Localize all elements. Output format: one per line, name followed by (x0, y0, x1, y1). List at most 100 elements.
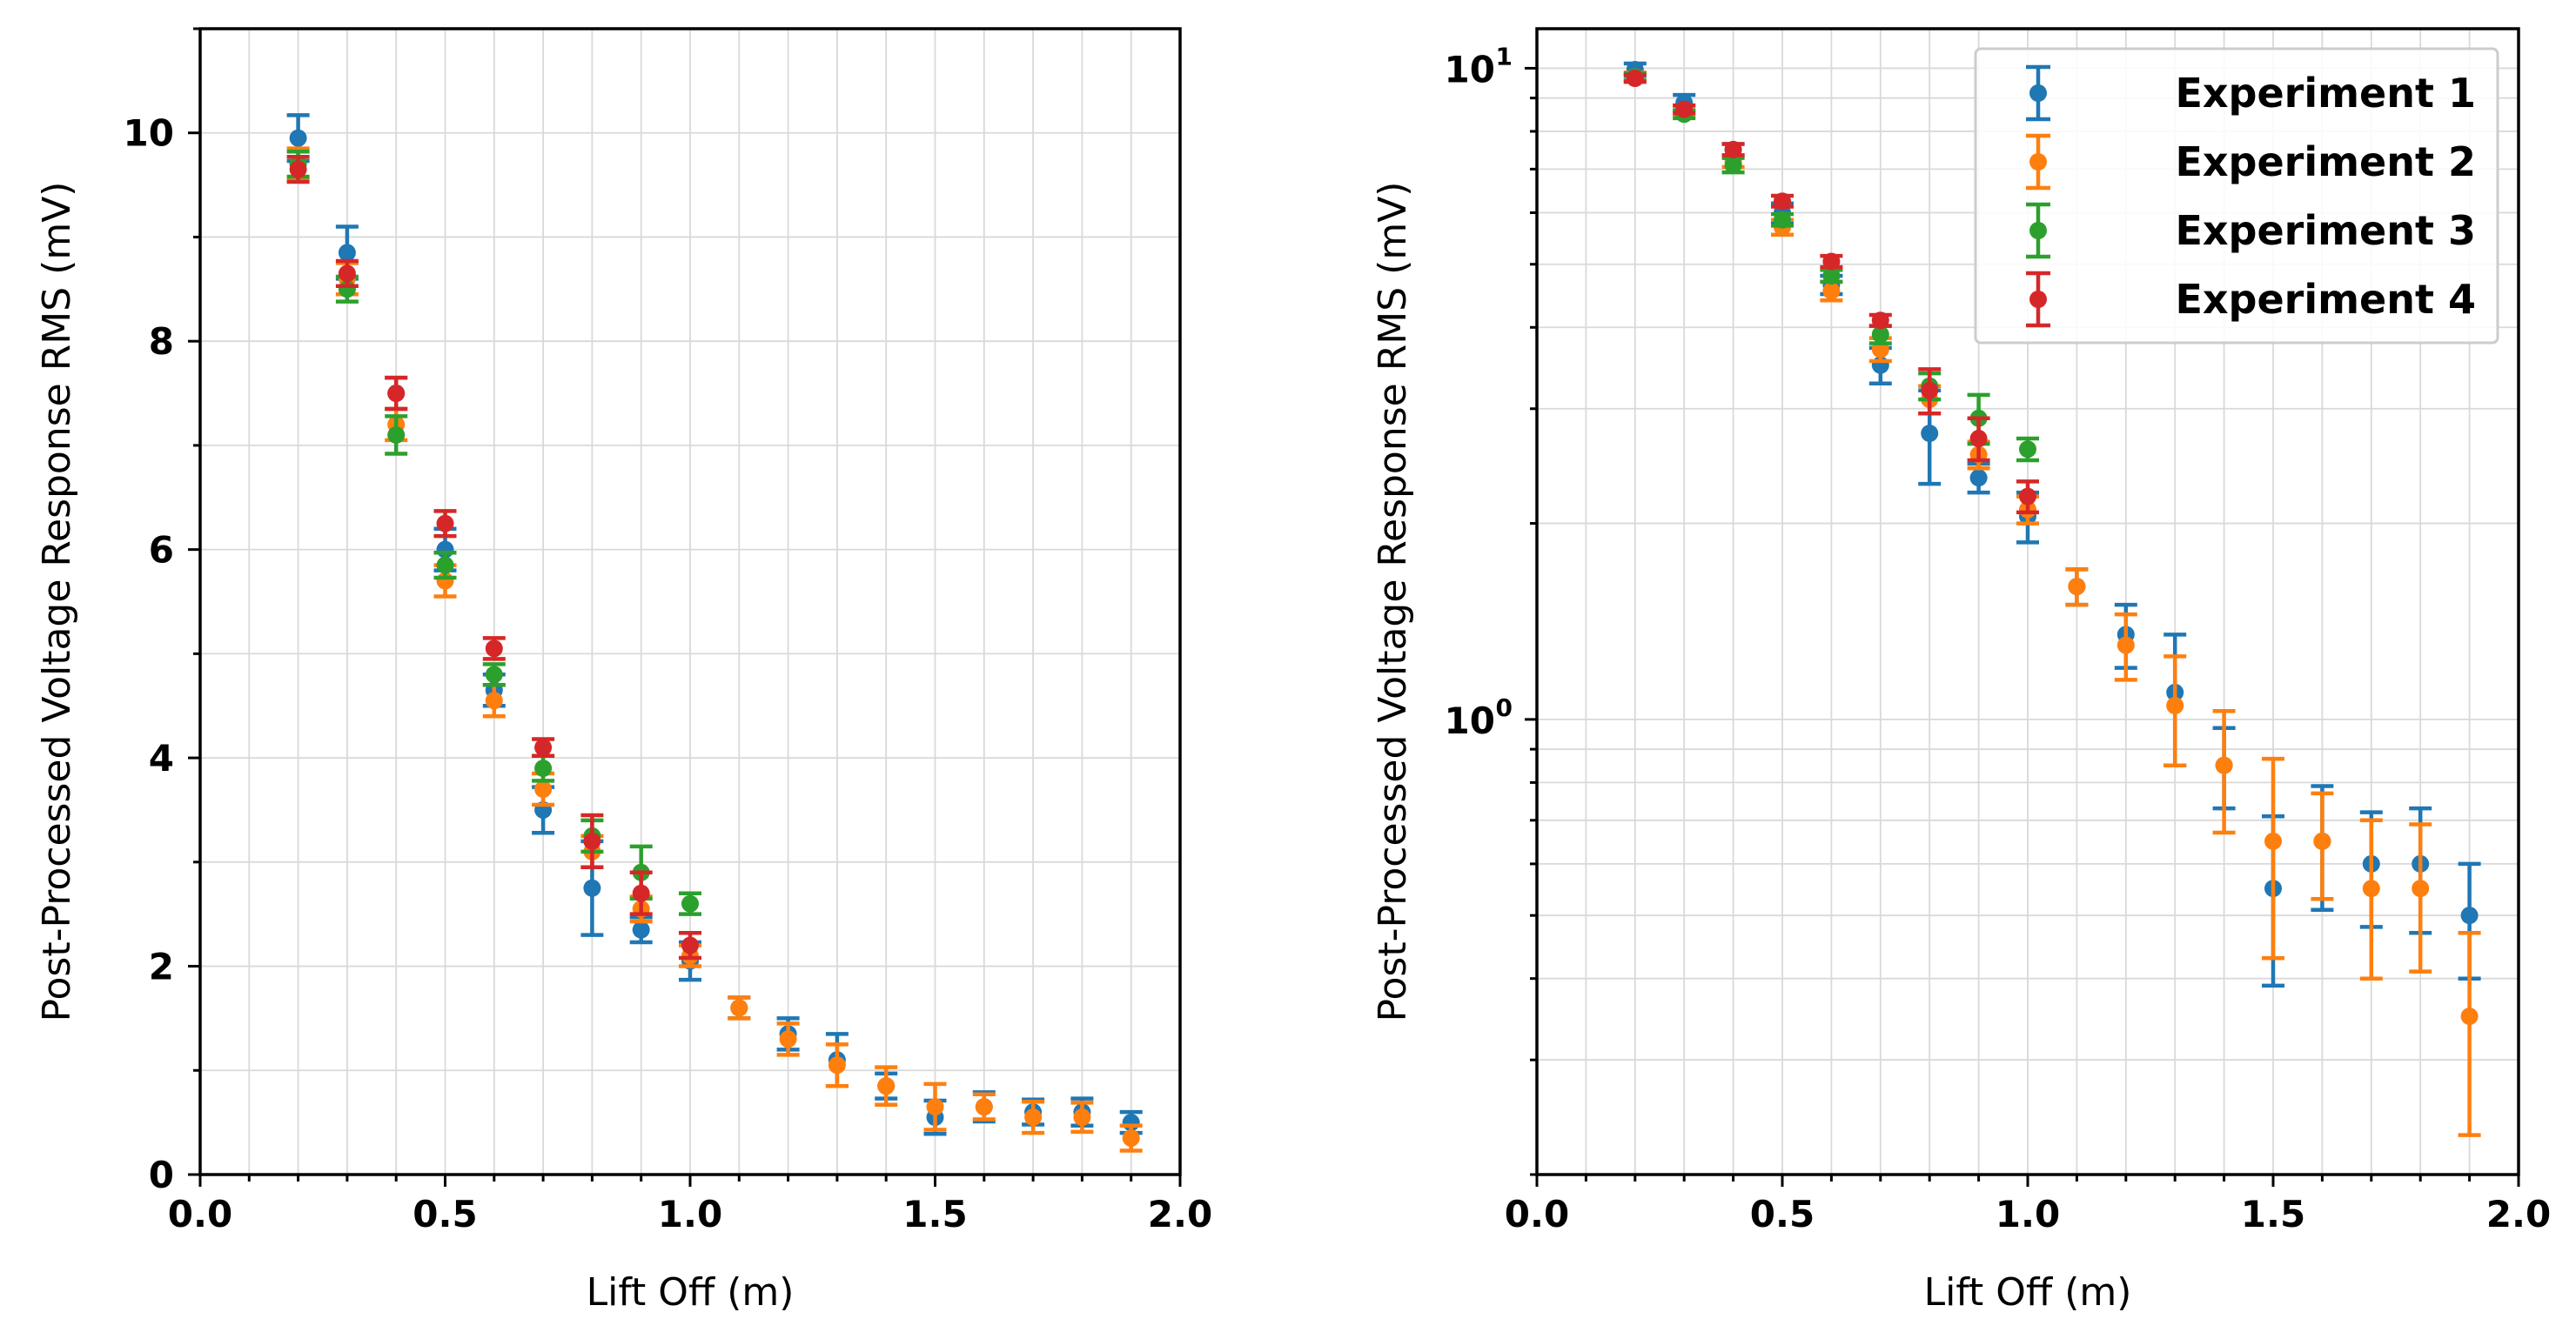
right-x-tick-label: 1.0 (1996, 1193, 2060, 1235)
right-point (1822, 282, 1841, 300)
left-point (387, 425, 406, 444)
legend-item: Experiment 3 (2026, 202, 2476, 259)
left-x-tick-label: 1.5 (902, 1193, 967, 1235)
right-point (2460, 907, 2479, 925)
right-point (1871, 311, 1889, 330)
legend-marker-icon (2029, 153, 2047, 171)
right-point (1626, 70, 1644, 88)
left-point (1073, 1108, 1091, 1127)
right-marks (1623, 61, 2481, 1137)
right-point (2215, 756, 2233, 774)
left-point (583, 832, 601, 850)
right-series-4 (1623, 70, 2039, 515)
left-point (436, 514, 454, 532)
legend-marker-icon (2029, 222, 2047, 239)
right-point (2019, 487, 2036, 505)
left-point (583, 879, 601, 897)
left-point (730, 999, 748, 1017)
left-point (289, 160, 307, 178)
right-point (1724, 156, 1742, 174)
left-point (338, 264, 356, 283)
left-y-tick-label: 10 (124, 112, 174, 155)
left-marks (286, 113, 1143, 1153)
left-point (1024, 1108, 1043, 1127)
right-y-tick-label-base: 10 (1445, 700, 1495, 742)
legend-label: Experiment 4 (2175, 276, 2476, 323)
right-y-tick-label-exponent: 0 (1496, 693, 1513, 722)
legend-label: Experiment 1 (2175, 70, 2476, 117)
legend-box (1974, 47, 2499, 345)
right-point (2264, 832, 2282, 850)
left-point (338, 244, 356, 262)
left-point (632, 884, 650, 902)
right-point (2313, 832, 2331, 850)
left-y-axis-label: Post-Processed Voltage Response RMS (mV) (35, 182, 79, 1022)
right-x-tick-label: 0.5 (1750, 1193, 1815, 1235)
left-x-tick-label: 2.0 (1148, 1193, 1212, 1235)
right-x-tick-label: 2.0 (2486, 1193, 2551, 1235)
left-point (779, 1030, 797, 1048)
right-y-tick-label-exponent: 1 (1496, 42, 1513, 70)
left-point (681, 936, 699, 954)
left-point (681, 894, 699, 913)
right-point (1969, 469, 1988, 487)
left-ticks: 0.0 0.5 1.0 1.5 2.0 0 2 4 6 8 10 (124, 27, 1212, 1235)
left-y-tick-label: 8 (149, 320, 174, 363)
right-y-axis-label: Post-Processed Voltage Response RMS (mV) (1371, 182, 1415, 1022)
right-point (1774, 211, 1791, 229)
left-point (485, 692, 503, 710)
left-y-tick-label: 4 (149, 737, 174, 780)
left-point (926, 1098, 944, 1116)
left-series-4 (286, 155, 701, 961)
right-point (1822, 252, 1841, 271)
left-y-tick-label: 2 (149, 946, 174, 988)
left-point (828, 1056, 846, 1075)
left-point (534, 780, 553, 799)
right-point (1822, 266, 1841, 285)
legend-item: Experiment 1 (2026, 64, 2476, 122)
right-point (2362, 880, 2380, 898)
left-x-axis-label: Lift Off (m) (587, 1270, 795, 1315)
right-point (1871, 325, 1889, 344)
left-point (534, 760, 553, 778)
left-point (632, 921, 650, 939)
left-point (387, 385, 406, 403)
right-point (2019, 440, 2036, 459)
left-x-tick-label: 1.0 (658, 1193, 722, 1235)
right-x-tick-label: 1.5 (2241, 1193, 2305, 1235)
left-point (975, 1098, 993, 1116)
left-point (534, 739, 553, 757)
legend: Experiment 1 Experiment 2 Experiment 3 Expe… (1974, 47, 2499, 345)
right-point (1921, 381, 1939, 399)
legend-marker-icon (2029, 84, 2047, 102)
left-point (485, 639, 503, 658)
right-point (2116, 636, 2135, 654)
left-point (1122, 1129, 1140, 1148)
left-x-tick-label: 0.0 (168, 1193, 232, 1235)
legend-label: Experiment 2 (2175, 138, 2476, 185)
legend-label: Experiment 3 (2175, 207, 2476, 254)
legend-item: Experiment 4 (2026, 271, 2476, 328)
right-point (2412, 880, 2430, 898)
right-point (1724, 140, 1742, 158)
right-point (2068, 578, 2086, 596)
right-point (1921, 425, 1939, 443)
left-point (289, 129, 307, 147)
legend-item: Experiment 2 (2026, 133, 2476, 191)
left-point (436, 556, 454, 574)
left-point (485, 666, 503, 684)
left-y-tick-label: 0 (149, 1154, 174, 1196)
right-point (2460, 1008, 2479, 1026)
right-point (1969, 430, 1988, 448)
left-point (877, 1077, 896, 1095)
left-y-tick-label: 6 (149, 529, 174, 572)
right-x-tick-label: 0.0 (1505, 1193, 1569, 1235)
right-point (1675, 100, 1694, 118)
left-x-tick-label: 0.5 (413, 1193, 477, 1235)
right-point (1774, 192, 1791, 211)
left-grid (199, 28, 1181, 1175)
right-point (2166, 697, 2184, 715)
